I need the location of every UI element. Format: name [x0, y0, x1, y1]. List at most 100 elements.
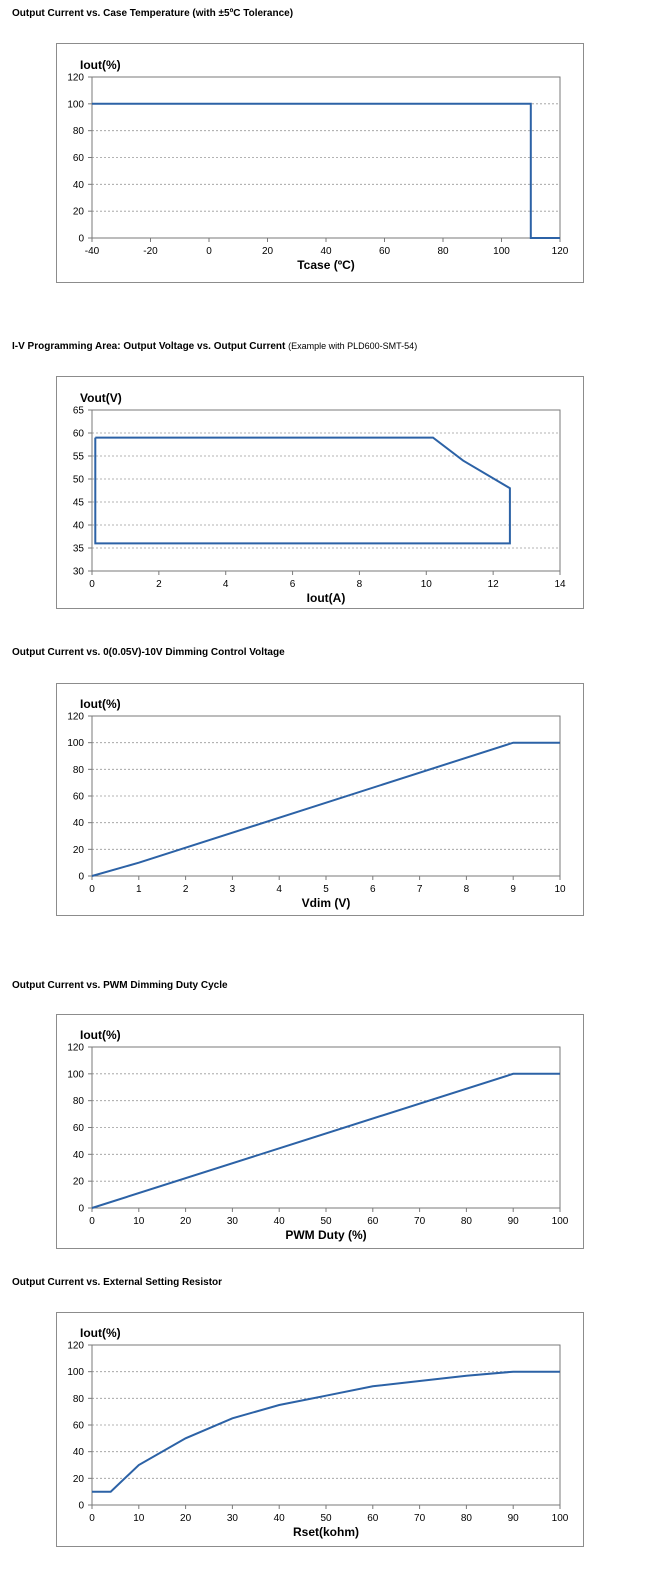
chart4-y-tick-label: 40 — [73, 1150, 85, 1161]
chart4-x-tick-label: 10 — [133, 1216, 145, 1227]
chart5-panel: 0 20 40 60 80 100 120 0 10 20 30 40 50 60 70 80 90 100 Iou… — [56, 1312, 584, 1547]
chart1-x-tick-label: 40 — [320, 246, 332, 257]
chart4-x-tick-label: 50 — [320, 1216, 332, 1227]
chart1-x-tick-label: 120 — [552, 246, 569, 257]
chart4-x-tick-label: 60 — [367, 1216, 379, 1227]
chart1-y-axis-title: Iout(%) — [80, 58, 121, 72]
chart5-x-tick-label: 30 — [227, 1513, 239, 1524]
chart4-title: Output Current vs. PWM Dimming Duty Cycl… — [12, 980, 228, 991]
chart3-title: Output Current vs. 0(0.05V)-10V Dimming … — [12, 647, 285, 658]
chart4-y-tick-label: 100 — [67, 1069, 84, 1080]
chart2-x-axis-title: Iout(A) — [307, 591, 346, 605]
chart2-y-tick-label: 50 — [73, 475, 85, 486]
chart2-y-tick-label: 60 — [73, 429, 85, 440]
chart1-x-tick-label: 80 — [437, 246, 449, 257]
chart2-y-tick-label: 55 — [73, 452, 85, 463]
chart3-y-tick-label: 80 — [73, 765, 85, 776]
chart1-title: Output Current vs. Case Temperature (wit… — [12, 8, 294, 19]
chart4-y-tick-label: 80 — [73, 1096, 85, 1107]
chart4-x-axis-title: PWM Duty (%) — [285, 1228, 366, 1242]
chart2-y-tick-label: 65 — [73, 406, 85, 417]
chart2-x-tick-label: 12 — [488, 579, 500, 590]
chart2-title-note: (Example with PLD600-SMT-54) — [288, 341, 418, 351]
chart5-series-line — [92, 1370, 560, 1493]
chart2-series-line — [94, 436, 511, 545]
chart5-y-tick-label: 60 — [73, 1421, 85, 1432]
chart5-svg: 0 20 40 60 80 100 120 0 10 20 30 40 50 60 70 80 90 100 Iou… — [67, 1326, 569, 1539]
chart2-svg: 30 35 40 45 50 55 60 65 0 2 4 6 8 10 12 14 Vout(V) Iout(A… — [73, 391, 566, 605]
chart5-x-tick-label: 0 — [89, 1513, 95, 1524]
chart5-y-tick-label: 40 — [73, 1447, 85, 1458]
chart2-x-tick-label: 0 — [89, 579, 95, 590]
chart3-x-tick-label: 3 — [230, 884, 236, 895]
chart5-x-tick-label: 90 — [508, 1513, 520, 1524]
chart3-y-axis-title: Iout(%) — [80, 697, 121, 711]
chart3-series-line — [91, 741, 560, 877]
chart3-x-tick-label: 5 — [323, 884, 329, 895]
chart3-y-tick-label: 100 — [67, 738, 84, 749]
chart1-y-tick-label: 0 — [78, 234, 84, 245]
chart2-x-tick-label: 6 — [290, 579, 296, 590]
chart5-x-tick-label: 80 — [461, 1513, 473, 1524]
chart2-title: I-V Programming Area: Output Voltage vs.… — [12, 341, 417, 352]
chart1-panel: 0 20 40 60 80 100 120 -40 -20 0 20 40 60 80 100 120 Iout… — [56, 43, 584, 283]
chart4-panel: 0 20 40 60 80 100 120 0 10 20 30 40 50 60 70 80 90 100 Iou… — [56, 1014, 584, 1249]
chart2-y-tick-label: 35 — [73, 544, 85, 555]
chart1-x-tick-label: 60 — [379, 246, 391, 257]
chart2-x-tick-label: 14 — [554, 579, 566, 590]
chart1-y-tick-label: 100 — [67, 99, 84, 110]
chart1-y-tick-label: 20 — [73, 207, 85, 218]
chart5-y-tick-label: 0 — [78, 1501, 84, 1512]
chart4-x-tick-label: 70 — [414, 1216, 426, 1227]
chart2-y-tick-label: 40 — [73, 521, 85, 532]
chart4-x-tick-label: 40 — [274, 1216, 286, 1227]
chart5-y-tick-label: 80 — [73, 1394, 85, 1405]
chart3-x-tick-label: 7 — [417, 884, 423, 895]
chart5-y-tick-label: 100 — [67, 1367, 84, 1378]
chart3-y-tick-label: 20 — [73, 845, 85, 856]
chart5-x-axis-title: Rset(kohm) — [293, 1525, 359, 1539]
chart1-y-tick-label: 60 — [73, 153, 85, 164]
chart2-title-main: I-V Programming Area: Output Voltage vs.… — [12, 341, 286, 352]
chart3-x-tick-label: 8 — [464, 884, 470, 895]
chart5-y-axis-title: Iout(%) — [80, 1326, 121, 1340]
chart3-x-tick-label: 2 — [183, 884, 189, 895]
chart1-x-tick-label: -20 — [143, 246, 158, 257]
chart2-x-tick-label: 8 — [357, 579, 363, 590]
chart4-y-tick-label: 0 — [78, 1204, 84, 1215]
chart4-y-tick-label: 60 — [73, 1123, 85, 1134]
chart2-y-tick-label: 45 — [73, 498, 85, 509]
chart3-x-tick-label: 10 — [554, 884, 566, 895]
chart4-x-tick-label: 80 — [461, 1216, 473, 1227]
chart2-plot-area — [91, 409, 561, 572]
chart2-x-tick-label: 10 — [421, 579, 433, 590]
chart3-y-tick-label: 120 — [67, 712, 84, 723]
chart1-x-tick-label: 20 — [262, 246, 274, 257]
chart3-x-axis-title: Vdim (V) — [302, 896, 351, 910]
chart5-x-tick-label: 10 — [133, 1513, 145, 1524]
chart1-y-tick-label: 120 — [67, 73, 84, 84]
chart2-y-axis-title: Vout(V) — [80, 391, 122, 405]
chart2-x-tick-label: 2 — [156, 579, 162, 590]
chart1-series-line — [92, 102, 560, 239]
chart4-x-tick-label: 90 — [508, 1216, 520, 1227]
chart5-title: Output Current vs. External Setting Resi… — [12, 1277, 223, 1288]
chart5-x-tick-label: 100 — [552, 1513, 569, 1524]
chart3-y-tick-label: 0 — [78, 872, 84, 883]
chart5-x-tick-label: 50 — [320, 1513, 332, 1524]
chart3-x-tick-label: 1 — [136, 884, 142, 895]
chart4-x-tick-label: 20 — [180, 1216, 192, 1227]
chart3-x-tick-label: 4 — [276, 884, 282, 895]
chart3-x-tick-label: 0 — [89, 884, 95, 895]
chart4-svg: 0 20 40 60 80 100 120 0 10 20 30 40 50 60 70 80 90 100 Iou… — [67, 1028, 569, 1242]
chart1-x-tick-label: 100 — [493, 246, 510, 257]
chart2-x-tick-label: 4 — [223, 579, 229, 590]
chart4-x-tick-label: 100 — [552, 1216, 569, 1227]
chart5-x-tick-label: 70 — [414, 1513, 426, 1524]
chart4-series-line — [91, 1072, 560, 1209]
chart1-y-tick-label: 40 — [73, 180, 85, 191]
chart2-panel: 30 35 40 45 50 55 60 65 0 2 4 6 8 10 12 14 Vout(V) Iout(A… — [56, 376, 584, 609]
chart4-x-tick-label: 0 — [89, 1216, 95, 1227]
chart1-y-tick-label: 80 — [73, 126, 85, 137]
